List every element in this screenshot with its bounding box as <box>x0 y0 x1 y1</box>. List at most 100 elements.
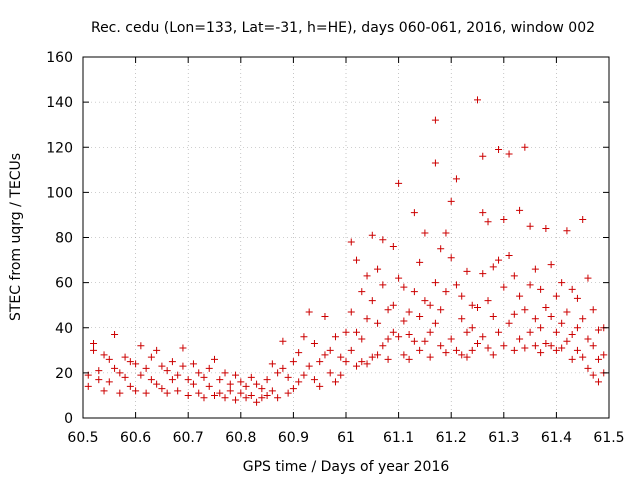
data-point <box>368 231 376 239</box>
data-point <box>274 394 282 402</box>
x-tick-label: 60.6 <box>120 430 151 446</box>
data-point <box>447 335 455 343</box>
x-tick-label: 60.9 <box>278 430 309 446</box>
data-point <box>489 351 497 359</box>
data-point <box>358 335 366 343</box>
data-point <box>211 355 218 363</box>
data-point <box>353 328 361 336</box>
data-point <box>458 315 466 323</box>
data-point <box>184 391 192 399</box>
data-point <box>431 159 439 167</box>
data-point <box>90 340 98 348</box>
x-tick-label: 61.1 <box>383 430 414 446</box>
data-point <box>437 245 445 253</box>
data-point <box>363 315 371 323</box>
y-tick-label: 140 <box>46 95 73 111</box>
data-point <box>484 344 492 352</box>
x-tick-labels: 60.5 60.6 60.7 60.8 60.9 61 61.1 61.2 61.3 61.4 61… <box>67 430 624 446</box>
data-point <box>379 342 387 350</box>
y-tick-label: 60 <box>55 276 73 292</box>
data-point <box>400 317 408 325</box>
data-point <box>384 306 392 314</box>
data-point <box>531 315 539 323</box>
data-point <box>363 360 371 368</box>
data-point <box>353 362 361 370</box>
data-point <box>279 337 287 345</box>
data-point <box>552 328 560 336</box>
axis-ticks <box>82 56 610 419</box>
data-point <box>121 373 129 381</box>
data-point <box>452 175 460 183</box>
data-point <box>179 362 187 370</box>
data-point <box>389 328 397 336</box>
data-point <box>274 369 282 377</box>
data-point <box>316 358 324 366</box>
y-tick-label: 100 <box>46 185 73 201</box>
data-point <box>279 364 287 372</box>
data-markers <box>84 96 608 406</box>
data-point <box>479 270 487 278</box>
data-point <box>452 281 460 289</box>
data-point <box>479 209 487 217</box>
data-point <box>205 382 213 390</box>
data-point <box>395 179 403 187</box>
data-point <box>594 326 602 334</box>
data-point <box>158 385 166 393</box>
data-point <box>542 303 550 311</box>
data-point <box>226 387 234 395</box>
data-point <box>116 389 124 397</box>
data-point <box>116 369 124 377</box>
y-tick-label: 120 <box>46 140 73 156</box>
data-point <box>205 364 213 372</box>
data-point <box>568 285 576 293</box>
x-tick-label: 61.4 <box>541 430 572 446</box>
data-point <box>295 378 303 386</box>
data-point <box>589 306 597 314</box>
data-point <box>489 312 497 320</box>
data-point <box>337 371 345 379</box>
data-point <box>594 378 602 386</box>
data-point <box>500 342 508 350</box>
data-point <box>379 281 387 289</box>
data-point <box>431 319 439 327</box>
data-point <box>594 355 602 363</box>
data-point <box>142 389 150 397</box>
data-point <box>431 116 439 124</box>
data-point <box>358 288 366 296</box>
data-point <box>510 346 518 354</box>
data-point <box>410 288 418 296</box>
data-point <box>268 387 276 395</box>
y-tick-label: 0 <box>64 411 73 427</box>
data-point <box>305 308 313 316</box>
data-point <box>237 389 245 397</box>
data-point <box>421 229 429 237</box>
data-point <box>516 206 524 214</box>
y-tick-label: 80 <box>55 231 73 247</box>
data-point <box>105 355 113 363</box>
data-point <box>84 382 92 390</box>
data-point <box>458 292 466 300</box>
data-point <box>589 371 597 379</box>
data-point <box>463 353 471 361</box>
data-point <box>526 222 534 230</box>
data-point <box>147 376 155 384</box>
data-point <box>268 360 276 368</box>
data-point <box>558 279 566 287</box>
chart-title: Rec. cedu (Lon=133, Lat=-31, h=HE), days… <box>91 20 595 36</box>
data-point <box>542 340 550 348</box>
data-point <box>253 380 261 388</box>
data-point <box>442 288 450 296</box>
data-point <box>400 351 408 359</box>
data-point <box>174 371 182 379</box>
data-point <box>573 324 581 332</box>
data-point <box>184 376 192 384</box>
data-point <box>537 324 545 332</box>
data-point <box>195 389 203 397</box>
data-point <box>163 367 171 375</box>
data-point <box>452 346 460 354</box>
data-point <box>284 373 292 381</box>
data-point <box>537 349 545 357</box>
data-point <box>326 369 334 377</box>
data-point <box>121 353 129 361</box>
data-point <box>300 333 308 341</box>
